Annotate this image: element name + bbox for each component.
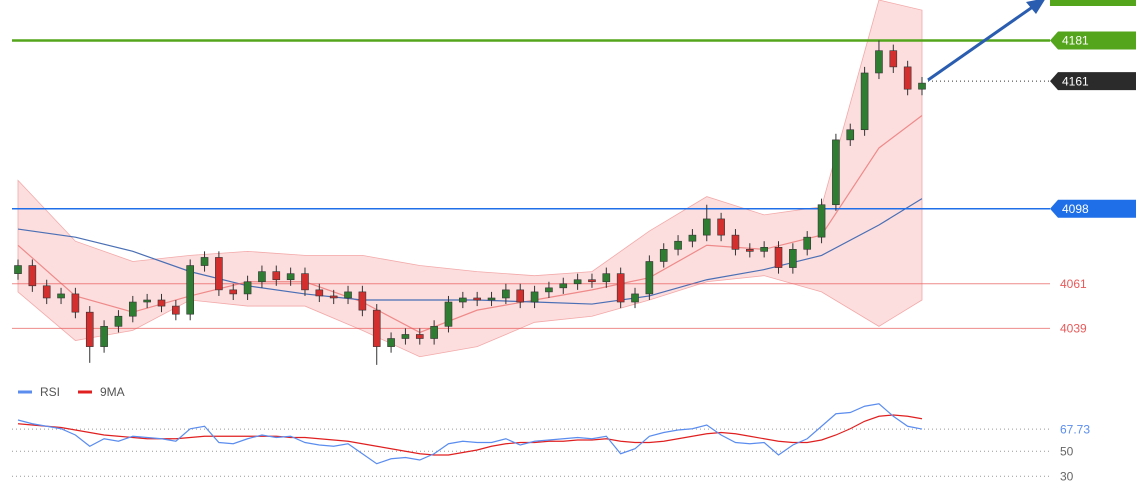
candle-body [258,271,266,283]
candle-body [674,240,682,250]
candle-body [602,273,611,283]
candle-body [143,299,151,303]
candle-body [243,281,252,295]
candle-body [502,289,510,299]
candle-body [186,265,194,315]
candle-body [301,273,309,291]
candle-body [516,289,525,303]
candle-body [128,301,137,317]
candle-body [846,129,855,141]
legend-label: 9MA [100,385,125,399]
candle-body [157,299,166,307]
candle-body [473,297,481,301]
candle-body [14,265,22,274]
candle-body [760,246,768,252]
candle-body [860,72,869,131]
last-price-label: 4161 [1062,74,1089,88]
candle-body [889,50,898,68]
candle-body [746,249,754,252]
candle-body [28,265,37,287]
arrow-head [1026,0,1045,14]
trend-arrow [927,0,1136,82]
candle-body [85,311,94,347]
target-tag [1050,0,1136,6]
candle-body [372,309,381,347]
level-tag [1050,199,1136,218]
candle-body [803,236,812,250]
candle-body [832,139,840,206]
candle-body [616,273,625,303]
candle-body [315,289,324,297]
candle-body [688,234,697,242]
moving-average [17,115,923,334]
level-tag [1050,31,1136,50]
candle-body [272,271,281,281]
candle-body [71,293,80,313]
y-tick-label: 50 [1060,444,1074,458]
candle-body [588,279,596,283]
series-line [17,414,923,456]
candle-body [903,66,912,90]
candle-body [329,295,338,299]
arrow-shaft [927,4,1035,82]
candle-body [401,334,410,339]
candle-body [172,305,180,315]
candle-body [487,297,496,301]
candle-body [215,257,223,291]
level-label: 4181 [1062,34,1089,48]
candle-body [659,249,668,262]
candle-body [444,301,453,327]
candle-body [387,338,395,347]
candle-body [430,326,438,339]
candle-body [229,289,238,295]
candle-body [918,82,926,90]
candle-body [344,291,352,299]
candle-body [789,249,797,268]
level-label: 4039 [1060,322,1087,336]
level-label: 4061 [1060,277,1087,291]
bollinger-band [17,0,923,358]
candle-body [42,285,51,299]
candle-body [774,246,783,268]
candle-body [702,218,711,236]
legend-label: RSI [40,385,60,399]
candle-body [875,50,883,74]
candle-body [286,273,295,281]
last-price-tag [1050,72,1136,91]
y-tick-label: 30 [1060,469,1074,483]
candle-body [530,291,539,303]
candle-body [114,315,123,327]
candle-body [545,287,553,293]
candle-body [200,257,209,266]
candle-body [631,293,639,303]
candle-body [415,334,424,339]
candle-body [100,326,108,347]
series-line [17,403,923,465]
last-value-label: 67.73 [1060,422,1090,436]
candle-body [731,234,740,250]
candle-body [717,218,725,236]
main-layer: 4181 4098 4061 4039 4161 30 50 67.73 RSI 9MA [12,31,1136,483]
candle-body [358,291,367,311]
candle-body [645,261,654,295]
candle-body [817,204,826,238]
candle-body [573,279,582,285]
candle-body [559,283,568,289]
candle-body [459,297,467,303]
level-label: 4098 [1062,202,1089,216]
candle-body [57,293,65,299]
